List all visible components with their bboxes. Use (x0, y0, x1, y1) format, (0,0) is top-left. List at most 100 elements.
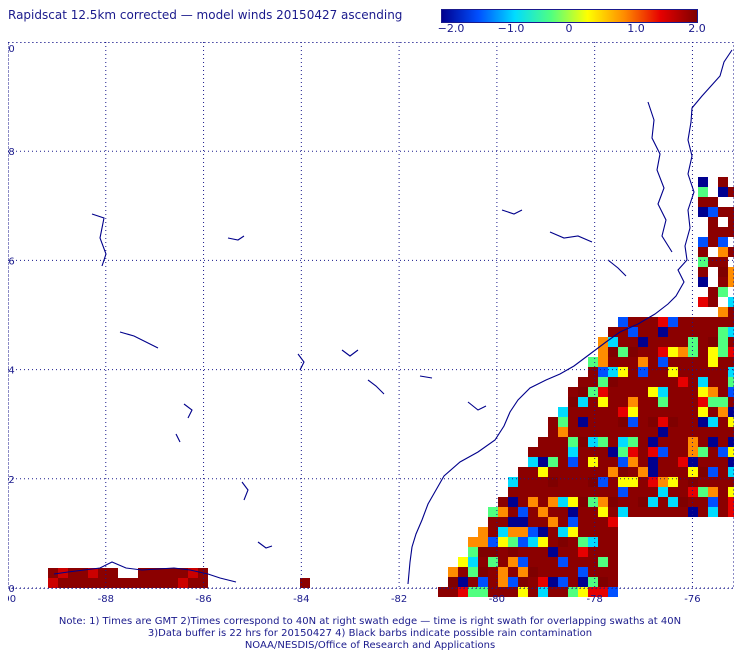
wind-cell (488, 557, 498, 567)
wind-cell (638, 427, 648, 437)
wind-cell (528, 447, 538, 457)
note-line-1: Note: 1) Times are GMT 2)Times correspon… (58, 616, 682, 627)
lat-label: 40 (8, 44, 15, 55)
wind-cell (728, 217, 734, 227)
wind-cell (98, 568, 108, 578)
wind-cell (648, 487, 658, 497)
wind-cell (528, 557, 538, 567)
lon-label: -76 (684, 594, 700, 602)
wind-cell (628, 397, 638, 407)
wind-cell (108, 578, 118, 588)
wind-cell (668, 377, 678, 387)
wind-cell (488, 567, 498, 577)
wind-cell (598, 387, 608, 397)
wind-cell (628, 427, 638, 437)
wind-cell (478, 587, 488, 597)
wind-cell (668, 507, 678, 517)
wind-cell (618, 407, 628, 417)
wind-cell (728, 227, 734, 237)
wind-cell (658, 487, 668, 497)
wind-cell (718, 287, 728, 297)
wind-cell (578, 467, 588, 477)
wind-cell (718, 257, 728, 267)
wind-cell (538, 537, 548, 547)
lake-7 (183, 403, 193, 419)
wind-cell (558, 537, 568, 547)
wind-cell (698, 347, 708, 357)
wind-cell (698, 297, 708, 307)
wind-cell (518, 567, 528, 577)
wind-cell (518, 467, 528, 477)
wind-cell (548, 457, 558, 467)
wind-cell (628, 477, 638, 487)
wind-cell (538, 497, 548, 507)
wind-cell (678, 437, 688, 447)
wind-cell (598, 567, 608, 577)
wind-cell (578, 547, 588, 557)
wind-cell (468, 567, 478, 577)
wind-cell (628, 487, 638, 497)
wind-cell (548, 557, 558, 567)
wind-cell (708, 457, 718, 467)
wind-cell (548, 427, 558, 437)
coastline-atlantic (407, 49, 733, 585)
wind-cell (538, 567, 548, 577)
wind-cell (598, 457, 608, 467)
wind-cell (658, 347, 668, 357)
wind-cell (108, 568, 118, 578)
wind-cell (648, 457, 658, 467)
wind-cell (708, 467, 718, 477)
wind-cell (538, 587, 548, 597)
wind-cell (688, 387, 698, 397)
wind-cell (708, 257, 718, 267)
lake-11 (501, 209, 523, 215)
wind-cell (718, 327, 728, 337)
wind-cell (548, 547, 558, 557)
wind-cell (708, 317, 718, 327)
wind-cell (618, 417, 628, 427)
wind-cell (638, 467, 648, 477)
wind-cell (688, 377, 698, 387)
wind-cell (158, 578, 168, 588)
wind-cell (518, 557, 528, 567)
wind-cell (568, 407, 578, 417)
wind-cell (458, 577, 468, 587)
wind-cell (538, 437, 548, 447)
note-line-2: 3)Data buffer is 22 hrs for 20150427 4) … (147, 628, 593, 639)
wind-cell (558, 457, 568, 467)
wind-cell (598, 337, 608, 347)
colorbar-tick-label: −1.0 (497, 22, 525, 35)
wind-cell (678, 507, 688, 517)
wind-cell (538, 557, 548, 567)
wind-cell (608, 457, 618, 467)
wind-cell (708, 337, 718, 347)
wind-cell (728, 357, 734, 367)
wind-cell (508, 557, 518, 567)
wind-cell (698, 207, 708, 217)
wind-cell (598, 377, 608, 387)
wind-cell (598, 427, 608, 437)
lake-12 (549, 231, 593, 243)
wind-cell (718, 207, 728, 217)
wind-cell (448, 587, 458, 597)
wind-cell (528, 497, 538, 507)
wind-cell (468, 547, 478, 557)
wind-cell (598, 497, 608, 507)
wind-cell (498, 537, 508, 547)
wind-cell (608, 567, 618, 577)
wind-cell (708, 367, 718, 377)
lake-9 (241, 481, 249, 501)
wind-cell (598, 447, 608, 457)
wind-cell (188, 568, 198, 578)
wind-cell (528, 477, 538, 487)
wind-cell (598, 477, 608, 487)
wind-cell (178, 568, 188, 578)
wind-cell (678, 317, 688, 327)
wind-cell (728, 487, 734, 497)
wind-cell (668, 477, 678, 487)
wind-cell (728, 347, 734, 357)
wind-cell (678, 357, 688, 367)
wind-cell (708, 427, 718, 437)
wind-cell (648, 317, 658, 327)
wind-cell (618, 447, 628, 457)
